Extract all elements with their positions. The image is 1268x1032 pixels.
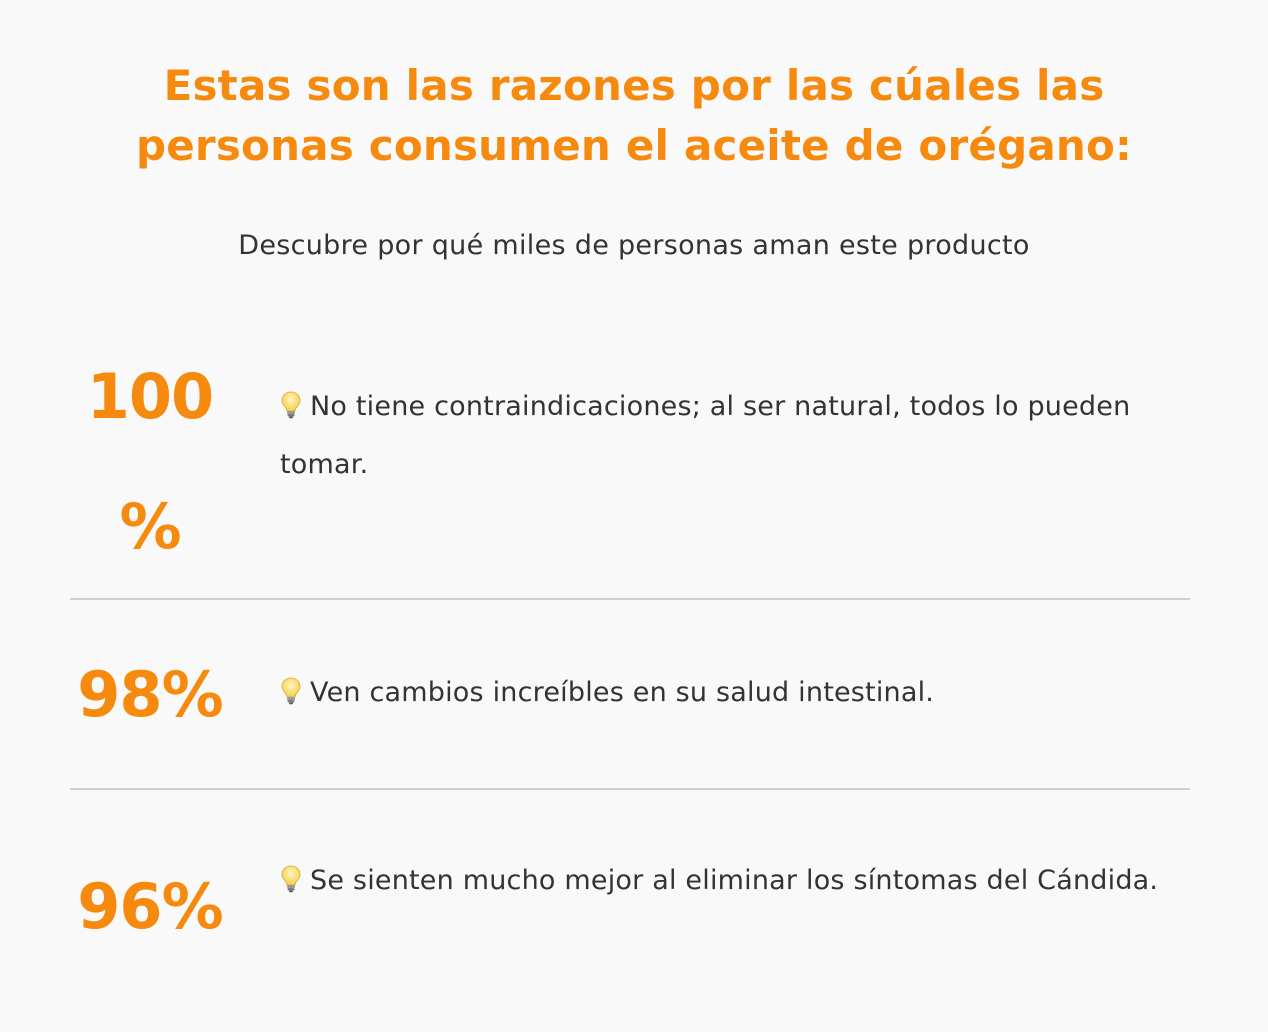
stat-row: 100 % No tiene contraindicaciones; al se… [70,320,1190,580]
stat-text-label: Ven cambios increíbles en su salud intes… [310,677,935,708]
divider [70,598,1190,600]
stat-text: Ven cambios increíbles en su salud intes… [280,664,1160,722]
stat-text-label: No tiene contraindicaciones; al ser natu… [280,391,1131,480]
stat-value: 100 % [86,360,214,563]
stat-value: 98% [77,658,223,731]
stat-text-label: Se sienten mucho mejor al eliminar los s… [310,865,1159,896]
lightbulb-icon [281,391,301,419]
lightbulb-icon [281,865,301,893]
section-title: Estas son las razones por las cúales las… [135,61,1133,170]
stat-row: 96% Se sienten mucho mejor al eliminar l… [70,830,1190,1010]
stat-value: 96% [77,870,223,943]
stat-text: Se sienten mucho mejor al eliminar los s… [280,852,1160,910]
divider [70,788,1190,790]
stat-text: No tiene contraindicaciones; al ser natu… [280,378,1160,494]
lightbulb-icon [281,677,301,705]
stat-row: 98% Ven cambios increíbles en su salud i… [70,620,1190,770]
section-subtitle: Descubre por qué miles de personas aman … [238,230,1030,261]
